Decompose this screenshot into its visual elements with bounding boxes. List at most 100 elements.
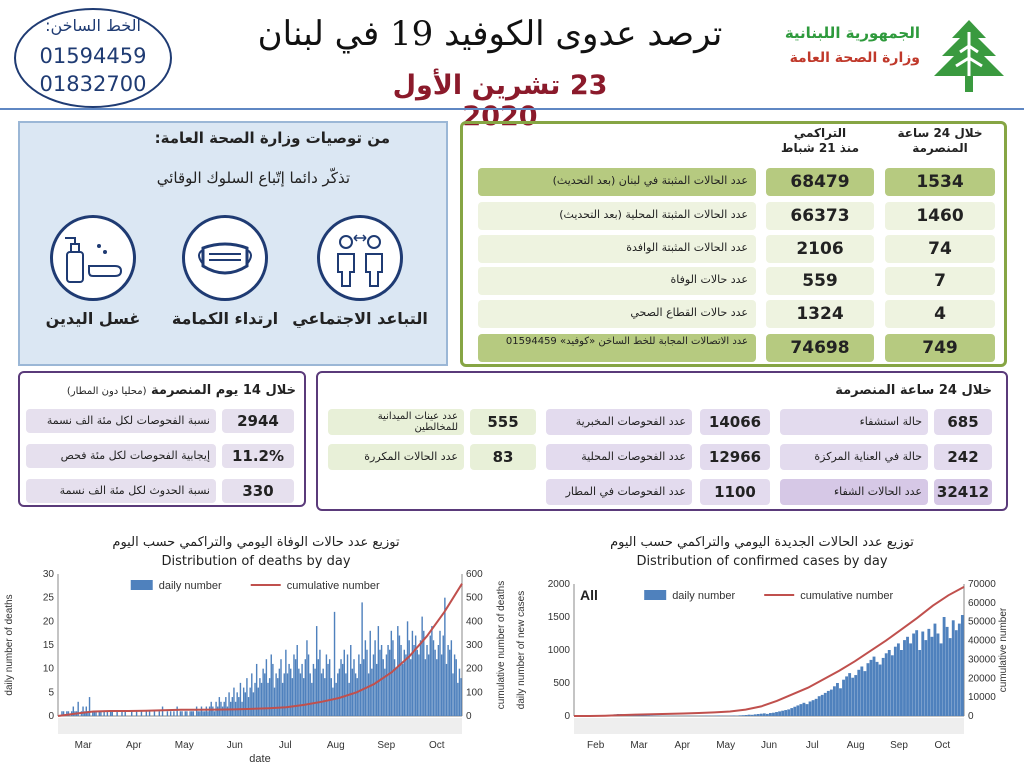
daily-bar xyxy=(351,668,354,716)
daily-bar xyxy=(388,649,391,716)
daily-bar xyxy=(447,645,449,716)
daily-bar xyxy=(918,650,922,716)
daily-bar xyxy=(376,663,378,716)
daily-bar xyxy=(418,654,420,716)
month-label: Aug xyxy=(847,740,865,751)
legend-cumulative-label: cumulative number xyxy=(287,580,380,592)
daily-bar xyxy=(650,715,654,716)
daily-bar xyxy=(457,682,459,716)
daily-bar xyxy=(252,692,255,716)
daily-bar xyxy=(393,659,396,716)
col-header-cumulative: التراكمي منذ 21 شباط xyxy=(766,126,874,156)
daily-bar xyxy=(753,714,757,716)
daily-bar xyxy=(641,715,644,716)
last-24h-panel: خلال 24 ساعة المنصرمة 685 حالة استشفاء 2… xyxy=(316,371,1008,511)
daily-bar xyxy=(265,659,268,716)
daily-bar xyxy=(395,668,397,716)
daily-bar xyxy=(345,673,347,716)
daily-bar xyxy=(254,682,256,716)
daily-bar xyxy=(88,697,91,716)
summary-stats-panel: خلال 24 ساعة المنصرمة التراكمي منذ 21 شب… xyxy=(460,121,1007,367)
daily-bar xyxy=(432,640,435,716)
summary-row-label: عدد الحالات المثبتة المحلية (بعد التحديث… xyxy=(478,202,756,230)
daily-bar xyxy=(236,692,238,716)
daily-bar xyxy=(799,704,803,716)
daily-bar xyxy=(262,668,264,716)
daily-bar xyxy=(392,640,394,716)
y-tick-label: 15 xyxy=(43,640,55,651)
daily-bar xyxy=(945,626,949,716)
daily-bar xyxy=(333,611,336,716)
daily-bar xyxy=(644,715,647,716)
daily-bar xyxy=(832,686,836,716)
daily-bar xyxy=(255,663,258,716)
daily-bar xyxy=(790,708,794,716)
daily-bar xyxy=(197,711,199,716)
daily-bar xyxy=(226,706,229,716)
daily-bar xyxy=(341,663,344,716)
hand-wash-icon xyxy=(50,215,136,301)
daily-bar xyxy=(429,635,431,716)
hospitalized-label: حالة استشفاء xyxy=(780,409,928,435)
daily-bar xyxy=(173,711,175,716)
month-label: Jul xyxy=(279,740,292,751)
daily-bar xyxy=(246,678,248,716)
daily-bar xyxy=(793,706,797,716)
summary-row-label: عدد حالات الوفاة xyxy=(478,267,756,295)
daily-bar xyxy=(811,700,815,716)
daily-bar xyxy=(277,678,279,716)
daily-bar xyxy=(260,682,263,716)
daily-bar xyxy=(61,711,63,716)
social-distance-icon xyxy=(317,215,403,301)
daily-bar xyxy=(267,682,269,716)
deaths-chart-title: Distribution of deaths by day xyxy=(161,554,351,569)
daily-bar xyxy=(238,697,240,716)
daily-bar xyxy=(363,659,365,716)
daily-bar xyxy=(189,711,191,716)
daily-bar xyxy=(257,687,259,716)
daily-bar xyxy=(366,649,368,716)
daily-bar xyxy=(225,697,227,716)
daily-bar xyxy=(346,654,349,716)
daily-bar xyxy=(135,711,138,716)
daily-bar xyxy=(233,687,235,716)
icu-value: 242 xyxy=(934,444,992,470)
daily-bar xyxy=(332,687,334,716)
daily-bar xyxy=(231,697,234,716)
daily-bar xyxy=(283,673,285,716)
date-tick-band xyxy=(58,718,462,734)
daily-bar xyxy=(124,711,126,716)
daily-bar xyxy=(66,711,68,716)
daily-bar xyxy=(954,630,958,716)
daily-bar xyxy=(875,661,879,716)
daily-bar xyxy=(869,659,873,716)
daily-bar xyxy=(337,673,339,716)
daily-bar xyxy=(884,653,888,716)
daily-bar xyxy=(380,645,383,716)
daily-bar xyxy=(217,706,219,716)
daily-bar xyxy=(829,689,833,716)
daily-bar xyxy=(778,711,781,716)
daily-bar xyxy=(401,663,404,716)
daily-bar xyxy=(406,621,409,716)
daily-bar xyxy=(204,711,206,716)
daily-bar xyxy=(930,636,934,716)
daily-bar xyxy=(268,678,271,716)
hotline-label: الخط الساخن: xyxy=(45,16,141,35)
daily-bar xyxy=(169,711,172,716)
summary-row-cumulative: 74698 xyxy=(766,334,874,362)
daily-bar xyxy=(416,649,418,716)
y-tick-label: 30 xyxy=(43,570,55,580)
daily-bar xyxy=(302,678,305,716)
daily-bar xyxy=(814,698,818,716)
daily-bar xyxy=(384,668,386,716)
daily-bar xyxy=(419,640,422,716)
daily-bar xyxy=(186,711,188,716)
y-tick-label: 0 xyxy=(564,711,570,722)
daily-bar xyxy=(208,706,211,716)
daily-bar xyxy=(317,659,320,716)
y2-tick-label: 0 xyxy=(466,711,472,722)
daily-bar xyxy=(450,640,453,716)
cumulative-line xyxy=(574,586,965,717)
